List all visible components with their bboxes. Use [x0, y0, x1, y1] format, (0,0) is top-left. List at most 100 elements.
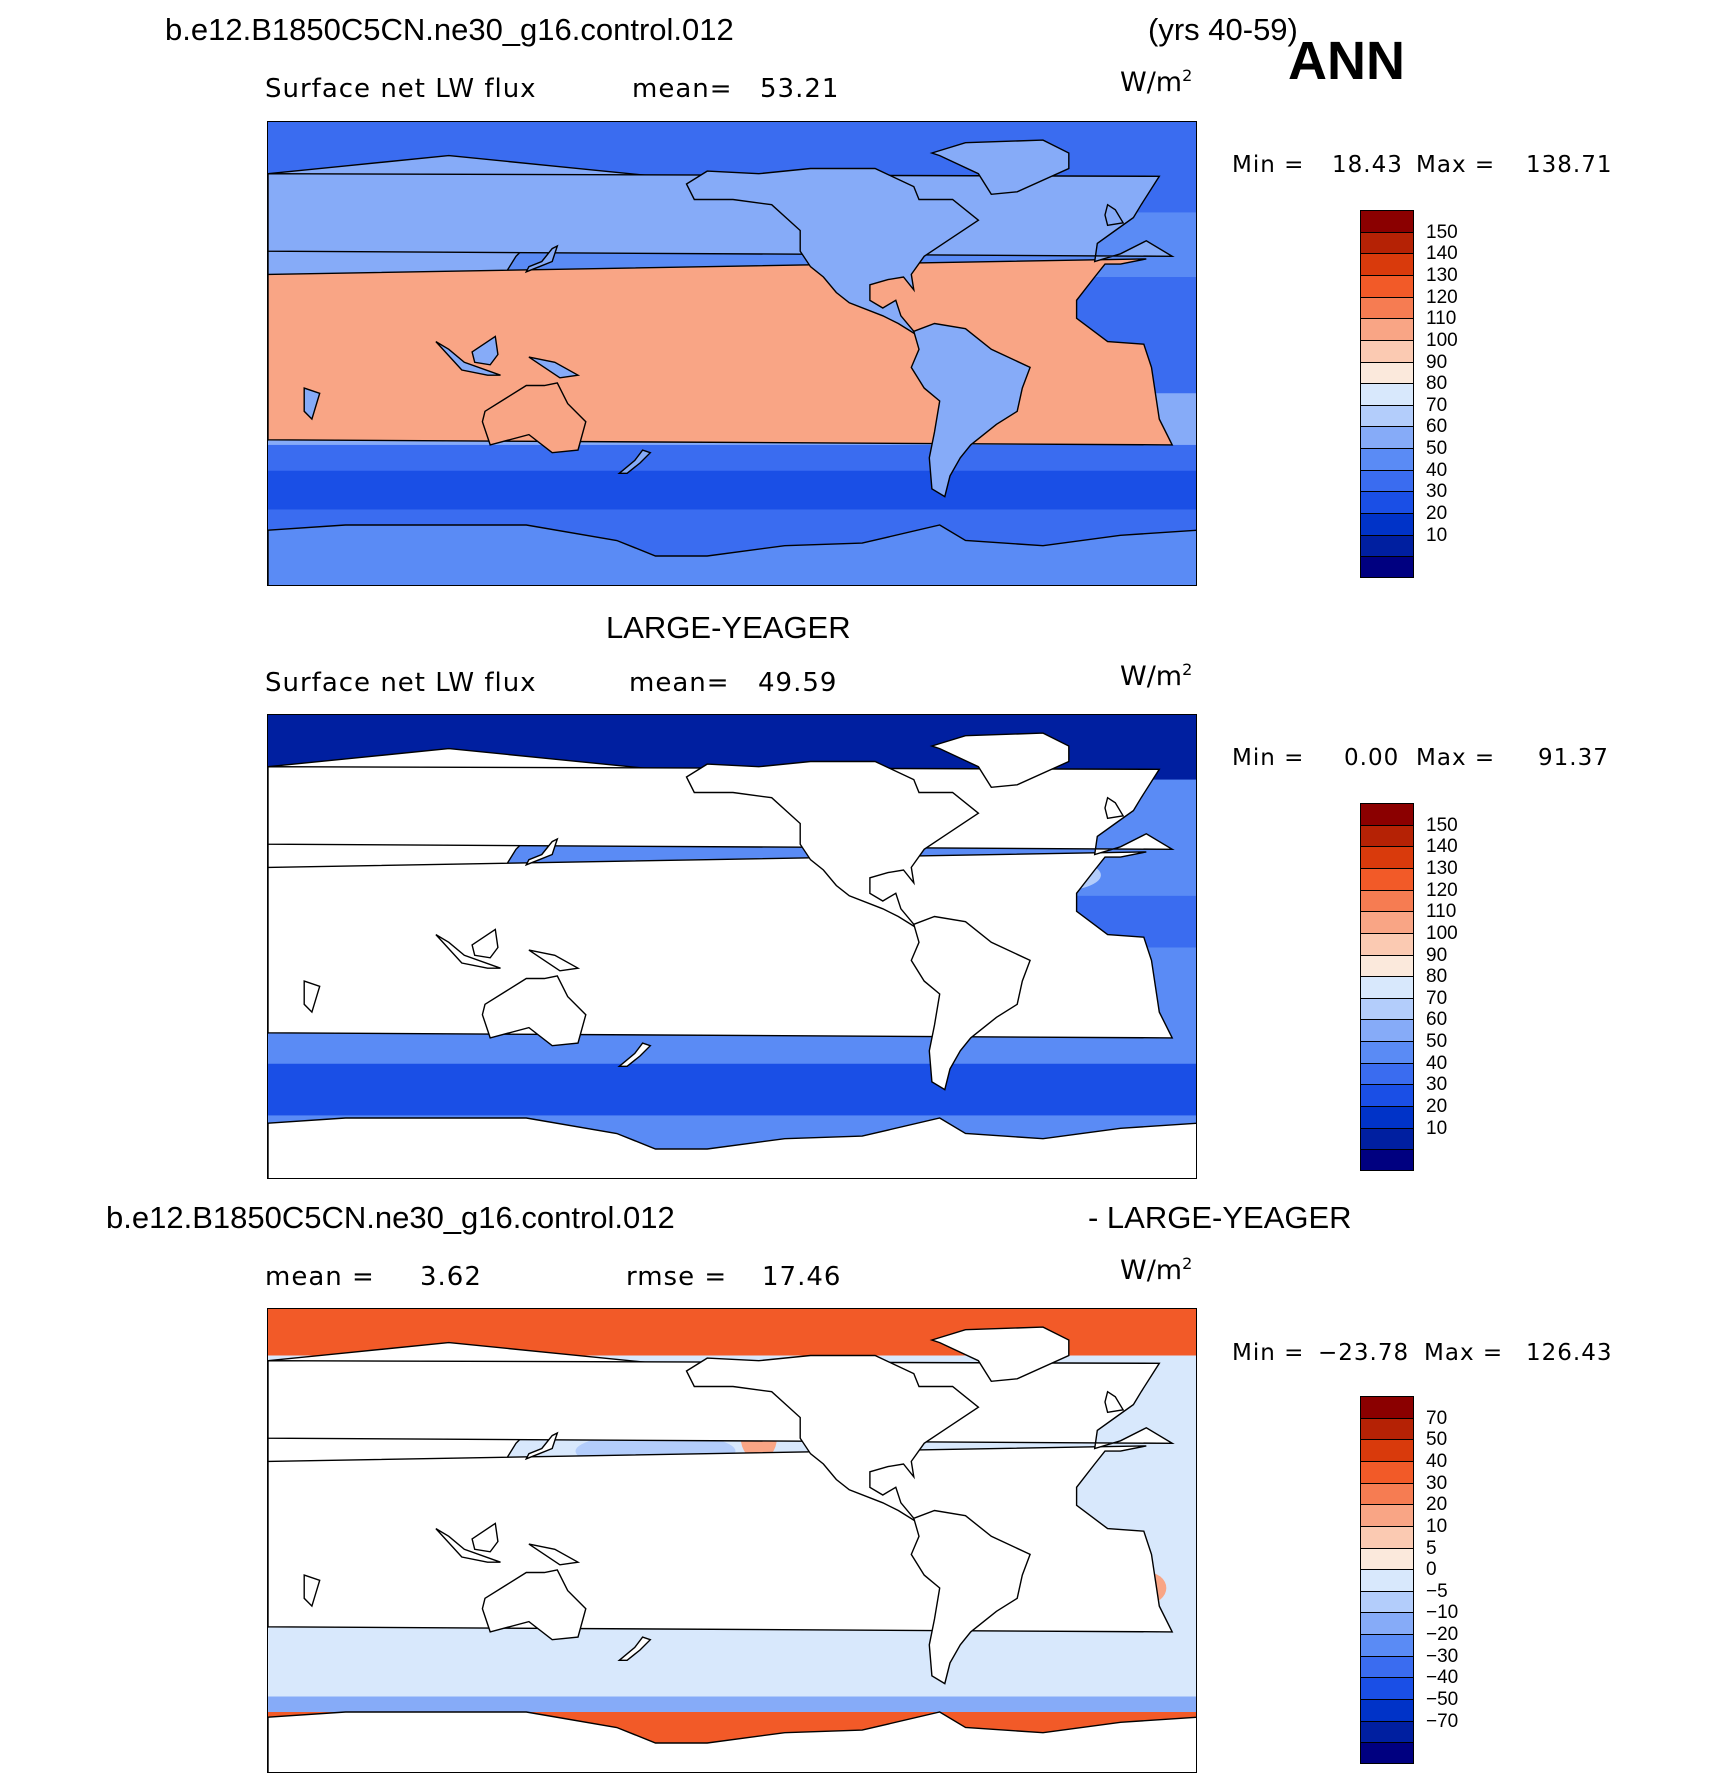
colorbar-swatch — [1360, 1720, 1414, 1743]
panel1-mean-label: mean= — [632, 74, 733, 104]
colorbar-tick-label: 50 — [1426, 438, 1448, 460]
colorbar-tick-label: 70 — [1426, 1407, 1448, 1429]
continent-uk — [1104, 203, 1125, 227]
panel2-title: LARGE-YEAGER — [606, 610, 851, 645]
colorbar-swatch — [1360, 556, 1414, 578]
colorbar-swatch — [1360, 997, 1414, 1020]
colorbar-swatch — [1360, 1084, 1414, 1107]
colorbar-tick-label: 20 — [1426, 1096, 1448, 1118]
colorbar-flux-2: 150 140 130 120 110 100 90 80 70 60 50 40 30 20 10 — [1360, 803, 1458, 1171]
case-title: b.e12.B1850C5CN.ne30_g16.control.012 — [165, 12, 734, 47]
panel3-title-right: - LARGE-YEAGER — [1088, 1200, 1352, 1235]
colorbar-swatch — [1360, 274, 1414, 297]
panel2-min-value: 0.00 — [1344, 745, 1400, 771]
colorbar-swatch — [1360, 976, 1414, 998]
colorbar-tick-label: −50 — [1426, 1689, 1459, 1711]
continent-nz — [617, 1636, 652, 1661]
continent-nz — [617, 1042, 652, 1067]
colorbar-swatch — [1360, 383, 1414, 405]
colorbar-tick-label: 30 — [1426, 481, 1448, 503]
colorbar-swatch — [1360, 404, 1414, 427]
panel3-units: W/m2 — [1120, 1254, 1193, 1286]
season-label: ANN — [1288, 31, 1405, 91]
colorbar-tick-label: 70 — [1426, 987, 1448, 1009]
colorbar-tick-label: 5 — [1426, 1537, 1437, 1559]
years-label: (yrs 40-59) — [1148, 12, 1298, 47]
colorbar-swatch — [1360, 534, 1414, 557]
colorbar-swatch — [1360, 1482, 1414, 1505]
colorbar-swatch — [1360, 1569, 1414, 1591]
panel1-min-label: Min = — [1232, 152, 1305, 178]
southern-ocean-band — [268, 470, 1196, 510]
colorbar-swatch — [1360, 1019, 1414, 1042]
continent-antarctica — [268, 1711, 1196, 1772]
colorbar-swatch — [1360, 867, 1414, 890]
colorbar-tick-label: −70 — [1426, 1710, 1459, 1732]
colorbar-tick-label: 10 — [1426, 524, 1448, 546]
colorbar-swatch — [1360, 448, 1414, 470]
panel3-rmse-label: rmse = — [626, 1262, 728, 1292]
continent-antarctica — [268, 1117, 1196, 1178]
colorbar-swatch — [1360, 318, 1414, 340]
colorbar-flux-1: 150 140 130 120 110 100 90 80 70 60 50 40 30 20 10 — [1360, 210, 1458, 578]
continent-australia — [481, 382, 587, 454]
colorbar-swatch — [1360, 426, 1414, 449]
continent-africa_west — [268, 851, 1174, 1039]
colorbar-tick-label: 90 — [1426, 944, 1448, 966]
colorbar-swatch — [1360, 296, 1414, 319]
panel1-variable: Surface net LW flux — [265, 74, 537, 104]
colorbar-tick-label: 50 — [1426, 1031, 1448, 1053]
panel2-mean-label: mean= — [629, 668, 730, 698]
continent-australia — [481, 1569, 587, 1641]
colorbar-swatch — [1360, 954, 1414, 977]
colorbar-frame — [1360, 803, 1414, 1171]
panel3-title-left: b.e12.B1850C5CN.ne30_g16.control.012 — [106, 1200, 675, 1235]
continent-indonesia — [435, 340, 501, 376]
colorbar-swatch — [1360, 361, 1414, 384]
continent-borneo — [471, 928, 499, 959]
continent-indonesia — [435, 1527, 501, 1563]
continent-japan — [524, 837, 559, 867]
continent-madagascar — [303, 387, 321, 421]
colorbar-tick-label: 20 — [1426, 503, 1448, 525]
colorbar-tick-label: 10 — [1426, 1117, 1448, 1139]
colorbar-tick-label: 10 — [1426, 1515, 1448, 1537]
colorbar-tick-label: 100 — [1426, 329, 1458, 351]
colorbar-tick-label: −40 — [1426, 1667, 1459, 1689]
colorbar-tick-label: −20 — [1426, 1624, 1459, 1646]
continent-indonesia — [435, 933, 501, 969]
colorbar-tick-label: 120 — [1426, 879, 1458, 901]
colorbar-frame — [1360, 210, 1414, 578]
panel3-mean-label: mean = — [265, 1262, 375, 1292]
colorbar-tick-label: 40 — [1426, 459, 1448, 481]
map-panel-diff — [267, 1308, 1197, 1773]
continent-greenland — [929, 732, 1070, 789]
continent-africa_west — [268, 1445, 1174, 1633]
colorbar-swatch — [1360, 1460, 1414, 1483]
colorbar-swatch — [1360, 469, 1414, 492]
colorbar-tick-label: 150 — [1426, 814, 1458, 836]
colorbar-swatch — [1360, 210, 1414, 232]
continent-greenland — [929, 1326, 1070, 1383]
continent-newguinea — [528, 356, 581, 379]
colorbar-swatch — [1360, 513, 1414, 535]
colorbar-frame — [1360, 1396, 1414, 1764]
colorbar-swatch — [1360, 889, 1414, 912]
continent-namerica — [685, 167, 980, 337]
colorbar-swatch — [1360, 253, 1414, 275]
continent-australia — [481, 975, 587, 1047]
colorbar-tick-label: −10 — [1426, 1602, 1459, 1624]
colorbar-tick-label: 60 — [1426, 416, 1448, 438]
panel3-rmse-value: 17.46 — [762, 1262, 842, 1292]
panel3-max-label: Max = — [1424, 1340, 1504, 1366]
colorbar-swatch — [1360, 1590, 1414, 1613]
colorbar-tick-label: 120 — [1426, 286, 1458, 308]
colorbar-swatch — [1360, 1634, 1414, 1656]
colorbar-tick-label: 60 — [1426, 1009, 1448, 1031]
panel3-mean-value: 3.62 — [420, 1262, 482, 1292]
colorbar-tick-label: 50 — [1426, 1429, 1448, 1451]
colorbar-swatch — [1360, 1525, 1414, 1548]
continent-uk — [1104, 1390, 1125, 1414]
continent-samerica — [910, 1509, 1031, 1685]
continent-antarctica — [268, 524, 1196, 585]
